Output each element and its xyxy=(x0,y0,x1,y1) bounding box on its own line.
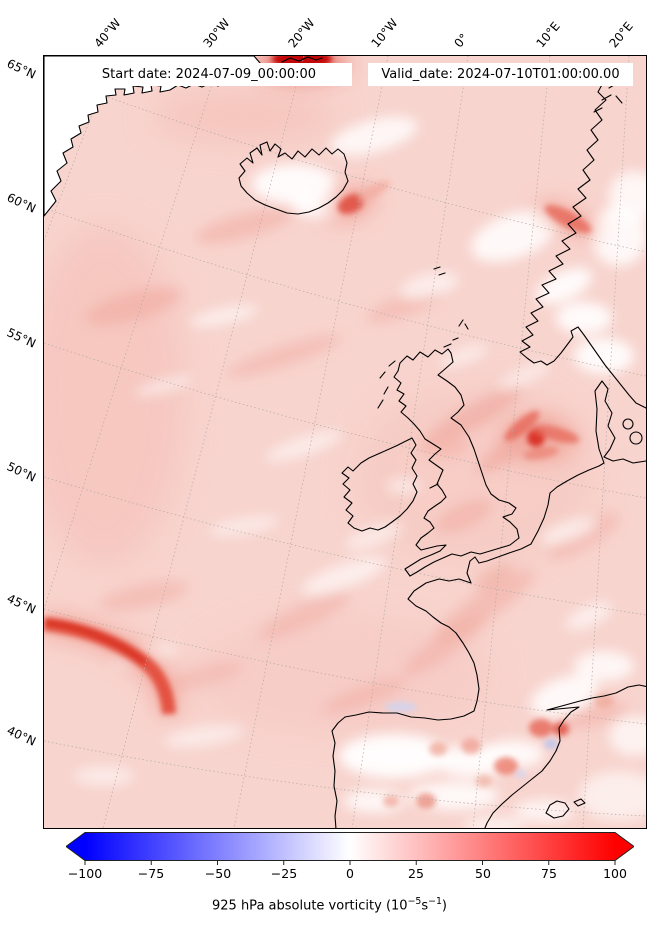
colorbar-title: 925 hPa absolute vorticity (10−5s−1) xyxy=(212,896,447,914)
colorbar xyxy=(65,832,635,865)
colorbar-tick-label: −100 xyxy=(67,866,103,881)
colorbar-tick-label: 25 xyxy=(408,866,424,881)
coast-mediterranean xyxy=(484,684,646,828)
colorbar-tick-label: −75 xyxy=(137,866,165,881)
coast-great-britain xyxy=(393,348,520,577)
coast-ireland xyxy=(341,437,418,532)
map-panel xyxy=(43,55,647,829)
field-blue-patches xyxy=(385,702,558,778)
lat-label-40n: 40°N xyxy=(4,723,39,749)
colorbar-tick-label: 75 xyxy=(541,866,557,881)
colorbar-tick-label: −50 xyxy=(204,866,232,881)
lon-label-10e: 10°E xyxy=(533,19,563,51)
colorbar-min-arrow xyxy=(66,832,85,861)
colorbar-tick-label: 50 xyxy=(475,866,491,881)
lat-label-55n: 55°N xyxy=(4,325,39,351)
coast-balearics xyxy=(545,798,586,819)
lon-label-20w: 20°W xyxy=(285,15,318,51)
lat-label-60n: 60°N xyxy=(4,190,39,216)
colorbar-tick-label: 0 xyxy=(346,866,354,881)
lat-label-45n: 45°N xyxy=(4,591,39,617)
start-date-label: Start date: 2024-07-09_00:00:00 xyxy=(66,63,352,86)
valid-date-label: Valid_date: 2024-07-10T01:00:00.00 xyxy=(368,63,633,86)
coast-denmark-continent xyxy=(530,380,646,545)
graticule-gridlines xyxy=(44,56,646,828)
lon-label-0: 0° xyxy=(451,30,472,51)
lon-label-20e: 20°E xyxy=(606,19,636,51)
coast-iceland xyxy=(238,141,349,215)
lat-label-65n: 65°N xyxy=(4,56,39,82)
colorbar-tick-label: 100 xyxy=(603,866,627,881)
field-red-maxima xyxy=(44,56,614,809)
lon-label-30w: 30°W xyxy=(200,15,233,51)
lat-label-50n: 50°N xyxy=(4,459,39,485)
coast-france-iberia xyxy=(331,543,532,828)
lon-label-10w: 10°W xyxy=(368,15,401,51)
colorbar-max-arrow xyxy=(615,832,634,861)
coast-norway xyxy=(519,80,646,409)
colorbar-tick-marks xyxy=(84,860,616,865)
colorbar-tick-label: −25 xyxy=(270,866,298,881)
vorticity-map-canvas xyxy=(44,56,646,828)
lon-label-40w: 40°W xyxy=(91,15,124,51)
colorbar-gradient xyxy=(85,832,615,861)
